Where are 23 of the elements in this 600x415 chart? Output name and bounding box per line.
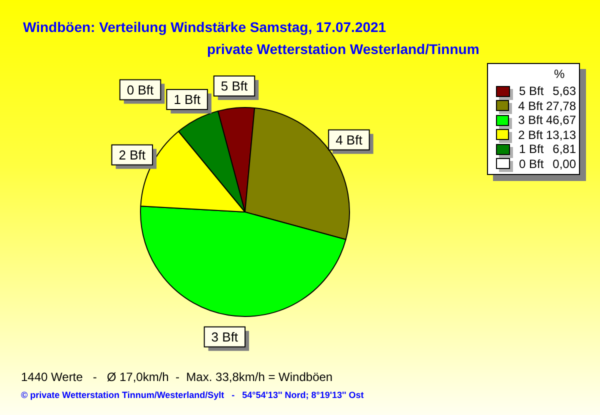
legend-label: 1 Bft bbox=[519, 142, 545, 156]
text: © private Wetterstation Tinnum/Westerland/Sylt - 54°54'13'' Nord; 8°19'13'' Ost bbox=[21, 390, 364, 400]
legend-label: 0 Bft bbox=[519, 156, 545, 170]
legend-label: 2 Bft bbox=[518, 128, 544, 142]
slice-label: 4 Bft bbox=[336, 132, 363, 148]
data-label: 6,81 bbox=[552, 142, 576, 156]
slice-label: 1 Bft bbox=[174, 92, 201, 108]
slice-label: 2 Bft bbox=[118, 147, 146, 162]
legend-label: 5 Bft bbox=[519, 84, 545, 98]
legend-title: % bbox=[554, 67, 565, 81]
slice-label: 3 Bft bbox=[211, 329, 238, 344]
legend-label: 3 Bft bbox=[518, 113, 544, 127]
data-label: 13,13 bbox=[546, 128, 576, 142]
chart-title: Windböen: Verteilung Windstärke Samstag, 17.07.2021 bbox=[23, 19, 386, 35]
category-label: 0 Bft bbox=[126, 82, 154, 98]
text: 0,00 bbox=[552, 156, 576, 170]
chart-subtitle: private Wetterstation Westerland/Tinnum bbox=[207, 41, 480, 57]
data-label: 5,63 bbox=[552, 84, 576, 98]
legend-label: 4 Bft bbox=[518, 98, 544, 112]
data-label: 27,78 bbox=[546, 98, 576, 112]
data-label: 46,67 bbox=[546, 113, 576, 127]
text: 1440 Werte - Ø 17,0km/h - Max. 33,8km/h = Windböen bbox=[21, 370, 333, 384]
slice-label: 5 Bft bbox=[220, 78, 248, 94]
